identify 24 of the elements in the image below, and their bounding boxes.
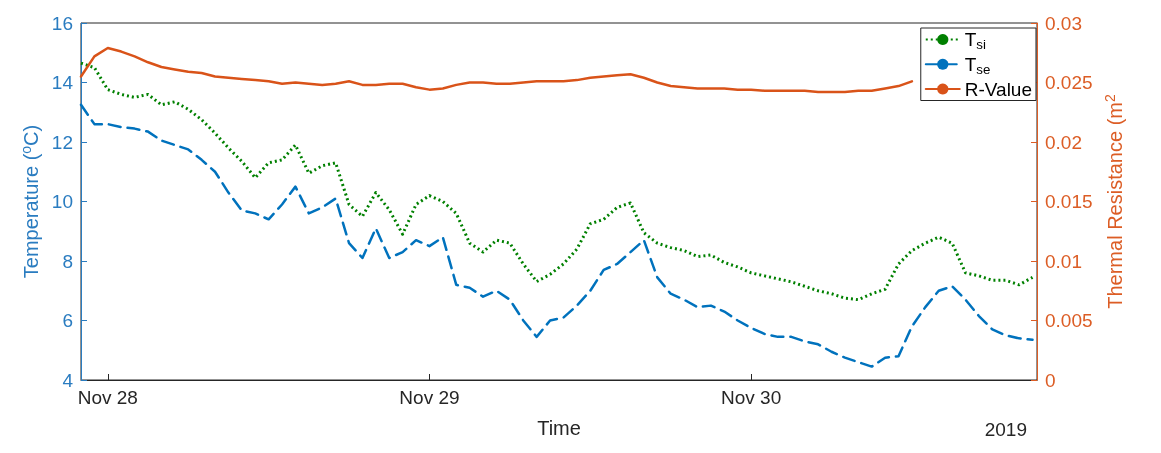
y2-tick-label: 0.03 xyxy=(1045,12,1082,34)
y2-tick-label: 0.01 xyxy=(1045,250,1082,272)
y-tick-label: 12 xyxy=(51,131,73,153)
y-tick-label: 8 xyxy=(62,250,73,272)
x-tick-label: Nov 29 xyxy=(399,387,460,408)
x-axis-title: Time xyxy=(537,417,581,439)
x-tick-label: Nov 30 xyxy=(720,387,782,408)
y-tick-label: 6 xyxy=(62,310,73,331)
line-series xyxy=(79,46,914,94)
x-tick-label: Nov 28 xyxy=(77,387,138,408)
y-tick-label: 10 xyxy=(51,191,73,212)
y2-axis-title: Thermal Resistance (m2 xyxy=(1102,94,1127,309)
y2-tick-label: 0 xyxy=(1045,369,1056,391)
line-series xyxy=(79,103,1034,368)
y-tick-label: 16 xyxy=(51,12,73,34)
y-tick-label: 4 xyxy=(62,369,74,391)
y2-tick-label: 0.015 xyxy=(1045,191,1093,212)
y2-tick-label: 0.025 xyxy=(1045,72,1093,93)
legend-label: R-Value xyxy=(964,78,1032,100)
y-tick-label: 14 xyxy=(51,72,74,93)
y2-tick-label: 0.02 xyxy=(1045,131,1082,153)
y2-tick-label: 0.005 xyxy=(1045,310,1093,331)
text: 2019 xyxy=(984,419,1028,440)
y-axis-title: Temperature (oC) xyxy=(17,124,42,279)
